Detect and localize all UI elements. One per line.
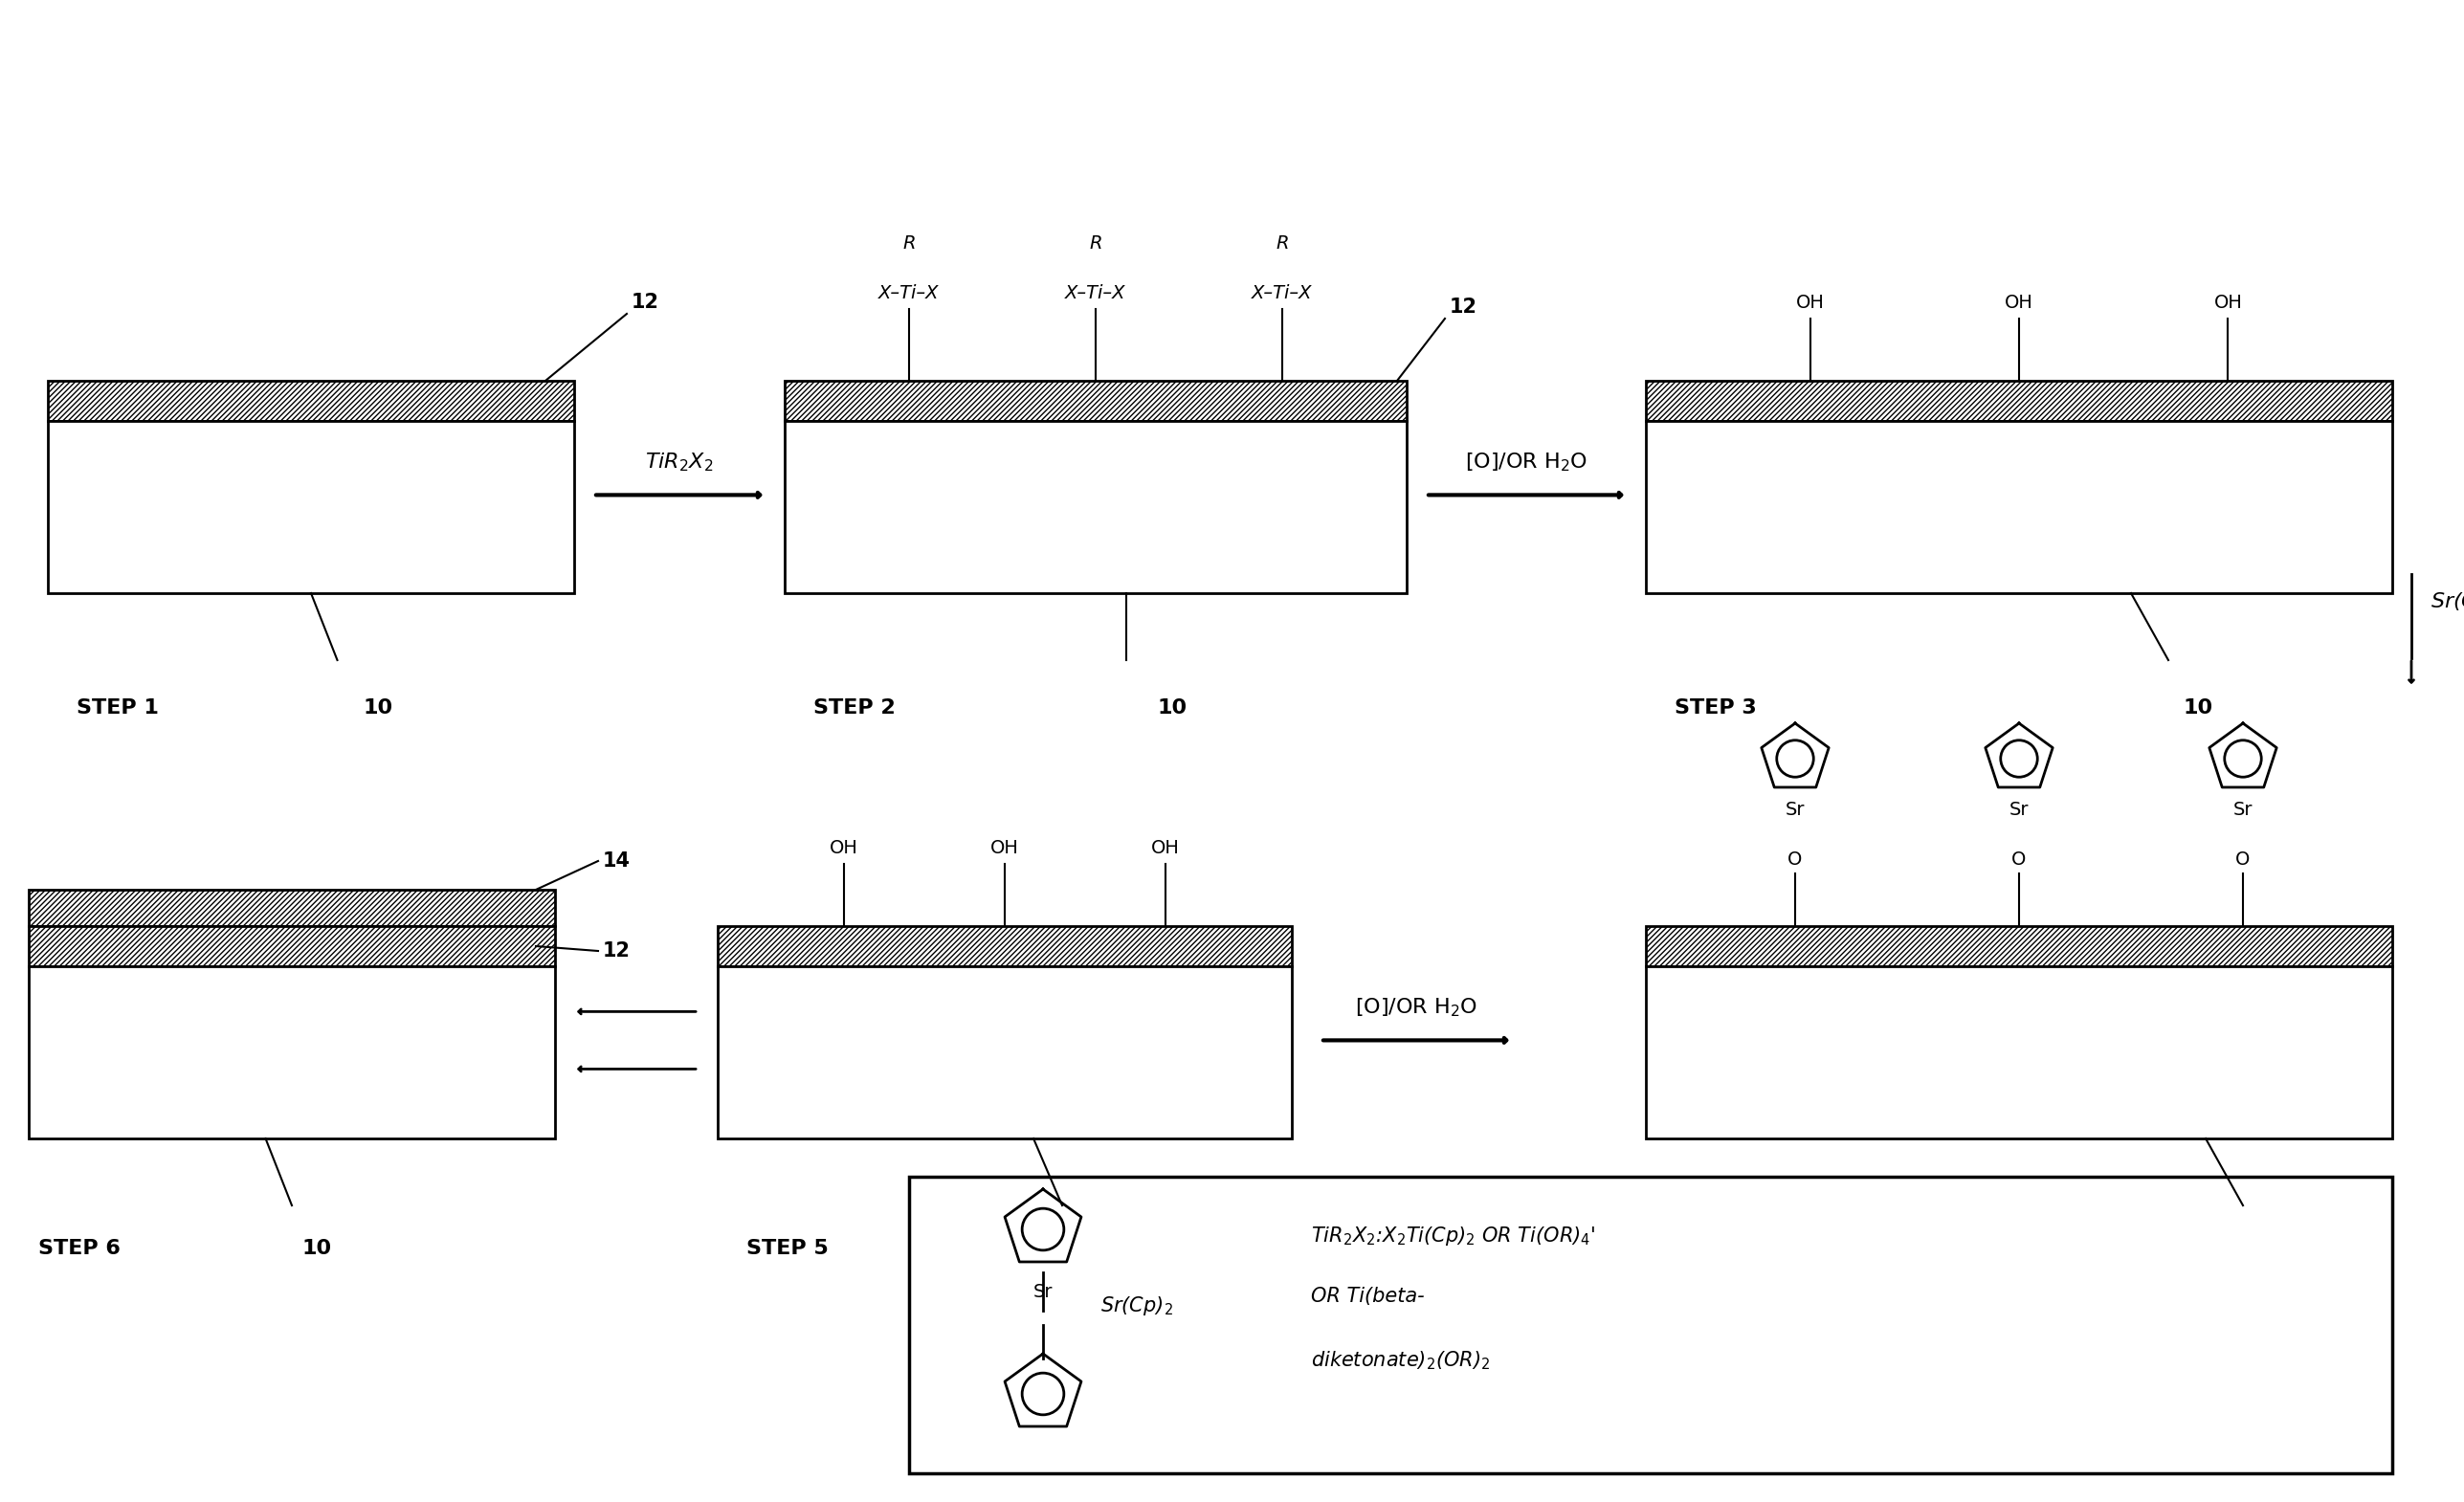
Text: Sr: Sr	[2232, 801, 2252, 819]
Text: OH: OH	[1151, 840, 1180, 858]
Text: Sr(Cp)$_2$: Sr(Cp)$_2$	[2430, 590, 2464, 613]
Text: 12: 12	[631, 293, 660, 312]
Bar	[717, 927, 1291, 966]
Bar	[717, 966, 1291, 1139]
Bar	[1646, 382, 2393, 421]
Text: 12: 12	[1449, 297, 1478, 317]
Text: STEP 2: STEP 2	[813, 698, 894, 718]
Text: TiR$_2$X$_2$:X$_2$Ti(Cp)$_2$ OR Ti(OR)$_4$': TiR$_2$X$_2$:X$_2$Ti(Cp)$_2$ OR Ti(OR)$_…	[1311, 1224, 1597, 1248]
Text: Sr(Cp)$_2$: Sr(Cp)$_2$	[1101, 1295, 1173, 1317]
Text: O: O	[1789, 850, 1804, 868]
Text: X–Ti–X: X–Ti–X	[880, 284, 939, 302]
Bar	[30, 966, 554, 1139]
Bar	[30, 889, 554, 927]
Text: OH: OH	[2006, 294, 2033, 312]
Text: 10: 10	[365, 698, 394, 718]
Text: 10: 10	[2183, 698, 2213, 718]
Text: STEP 5: STEP 5	[747, 1239, 828, 1259]
Text: OH: OH	[991, 840, 1020, 858]
Text: O: O	[2011, 850, 2025, 868]
Text: STEP 3: STEP 3	[1676, 698, 1757, 718]
Bar	[1646, 421, 2393, 593]
Text: OR Ti(beta-: OR Ti(beta-	[1311, 1287, 1424, 1305]
Text: OH: OH	[830, 840, 857, 858]
Text: 10: 10	[2257, 1239, 2287, 1259]
Text: R: R	[902, 234, 917, 252]
Bar	[1646, 966, 2393, 1139]
Text: OH: OH	[1796, 294, 1823, 312]
Bar	[784, 382, 1407, 421]
Text: STEP 1: STEP 1	[76, 698, 158, 718]
Text: X–Ti–X: X–Ti–X	[1252, 284, 1313, 302]
Text: Sr: Sr	[1786, 801, 1806, 819]
Text: Sr: Sr	[2008, 801, 2028, 819]
Bar	[47, 421, 574, 593]
Text: TiR$_2$X$_2$: TiR$_2$X$_2$	[646, 452, 715, 475]
Text: 10: 10	[1158, 698, 1188, 718]
Text: X–Ti–X: X–Ti–X	[1064, 284, 1126, 302]
Text: 12: 12	[604, 942, 631, 960]
Text: 10: 10	[303, 1239, 333, 1259]
Bar	[909, 1176, 2393, 1473]
Text: diketonate)$_2$(OR)$_2$: diketonate)$_2$(OR)$_2$	[1311, 1349, 1491, 1371]
Bar	[1646, 927, 2393, 966]
Text: Sr: Sr	[1032, 1283, 1052, 1301]
Text: O: O	[2235, 850, 2250, 868]
Text: STEP 6: STEP 6	[39, 1239, 121, 1259]
Bar	[47, 382, 574, 421]
Text: 10: 10	[1074, 1239, 1104, 1259]
Text: 14: 14	[604, 852, 631, 871]
Bar	[30, 927, 554, 966]
Bar	[784, 421, 1407, 593]
Text: R: R	[1089, 234, 1101, 252]
Text: [O]/OR H$_2$O: [O]/OR H$_2$O	[1466, 452, 1587, 475]
Text: OH: OH	[2213, 294, 2242, 312]
Text: STEP 4: STEP 4	[1676, 1239, 1757, 1259]
Text: [O]/OR H$_2$O: [O]/OR H$_2$O	[1355, 997, 1478, 1020]
Text: R: R	[1276, 234, 1289, 252]
